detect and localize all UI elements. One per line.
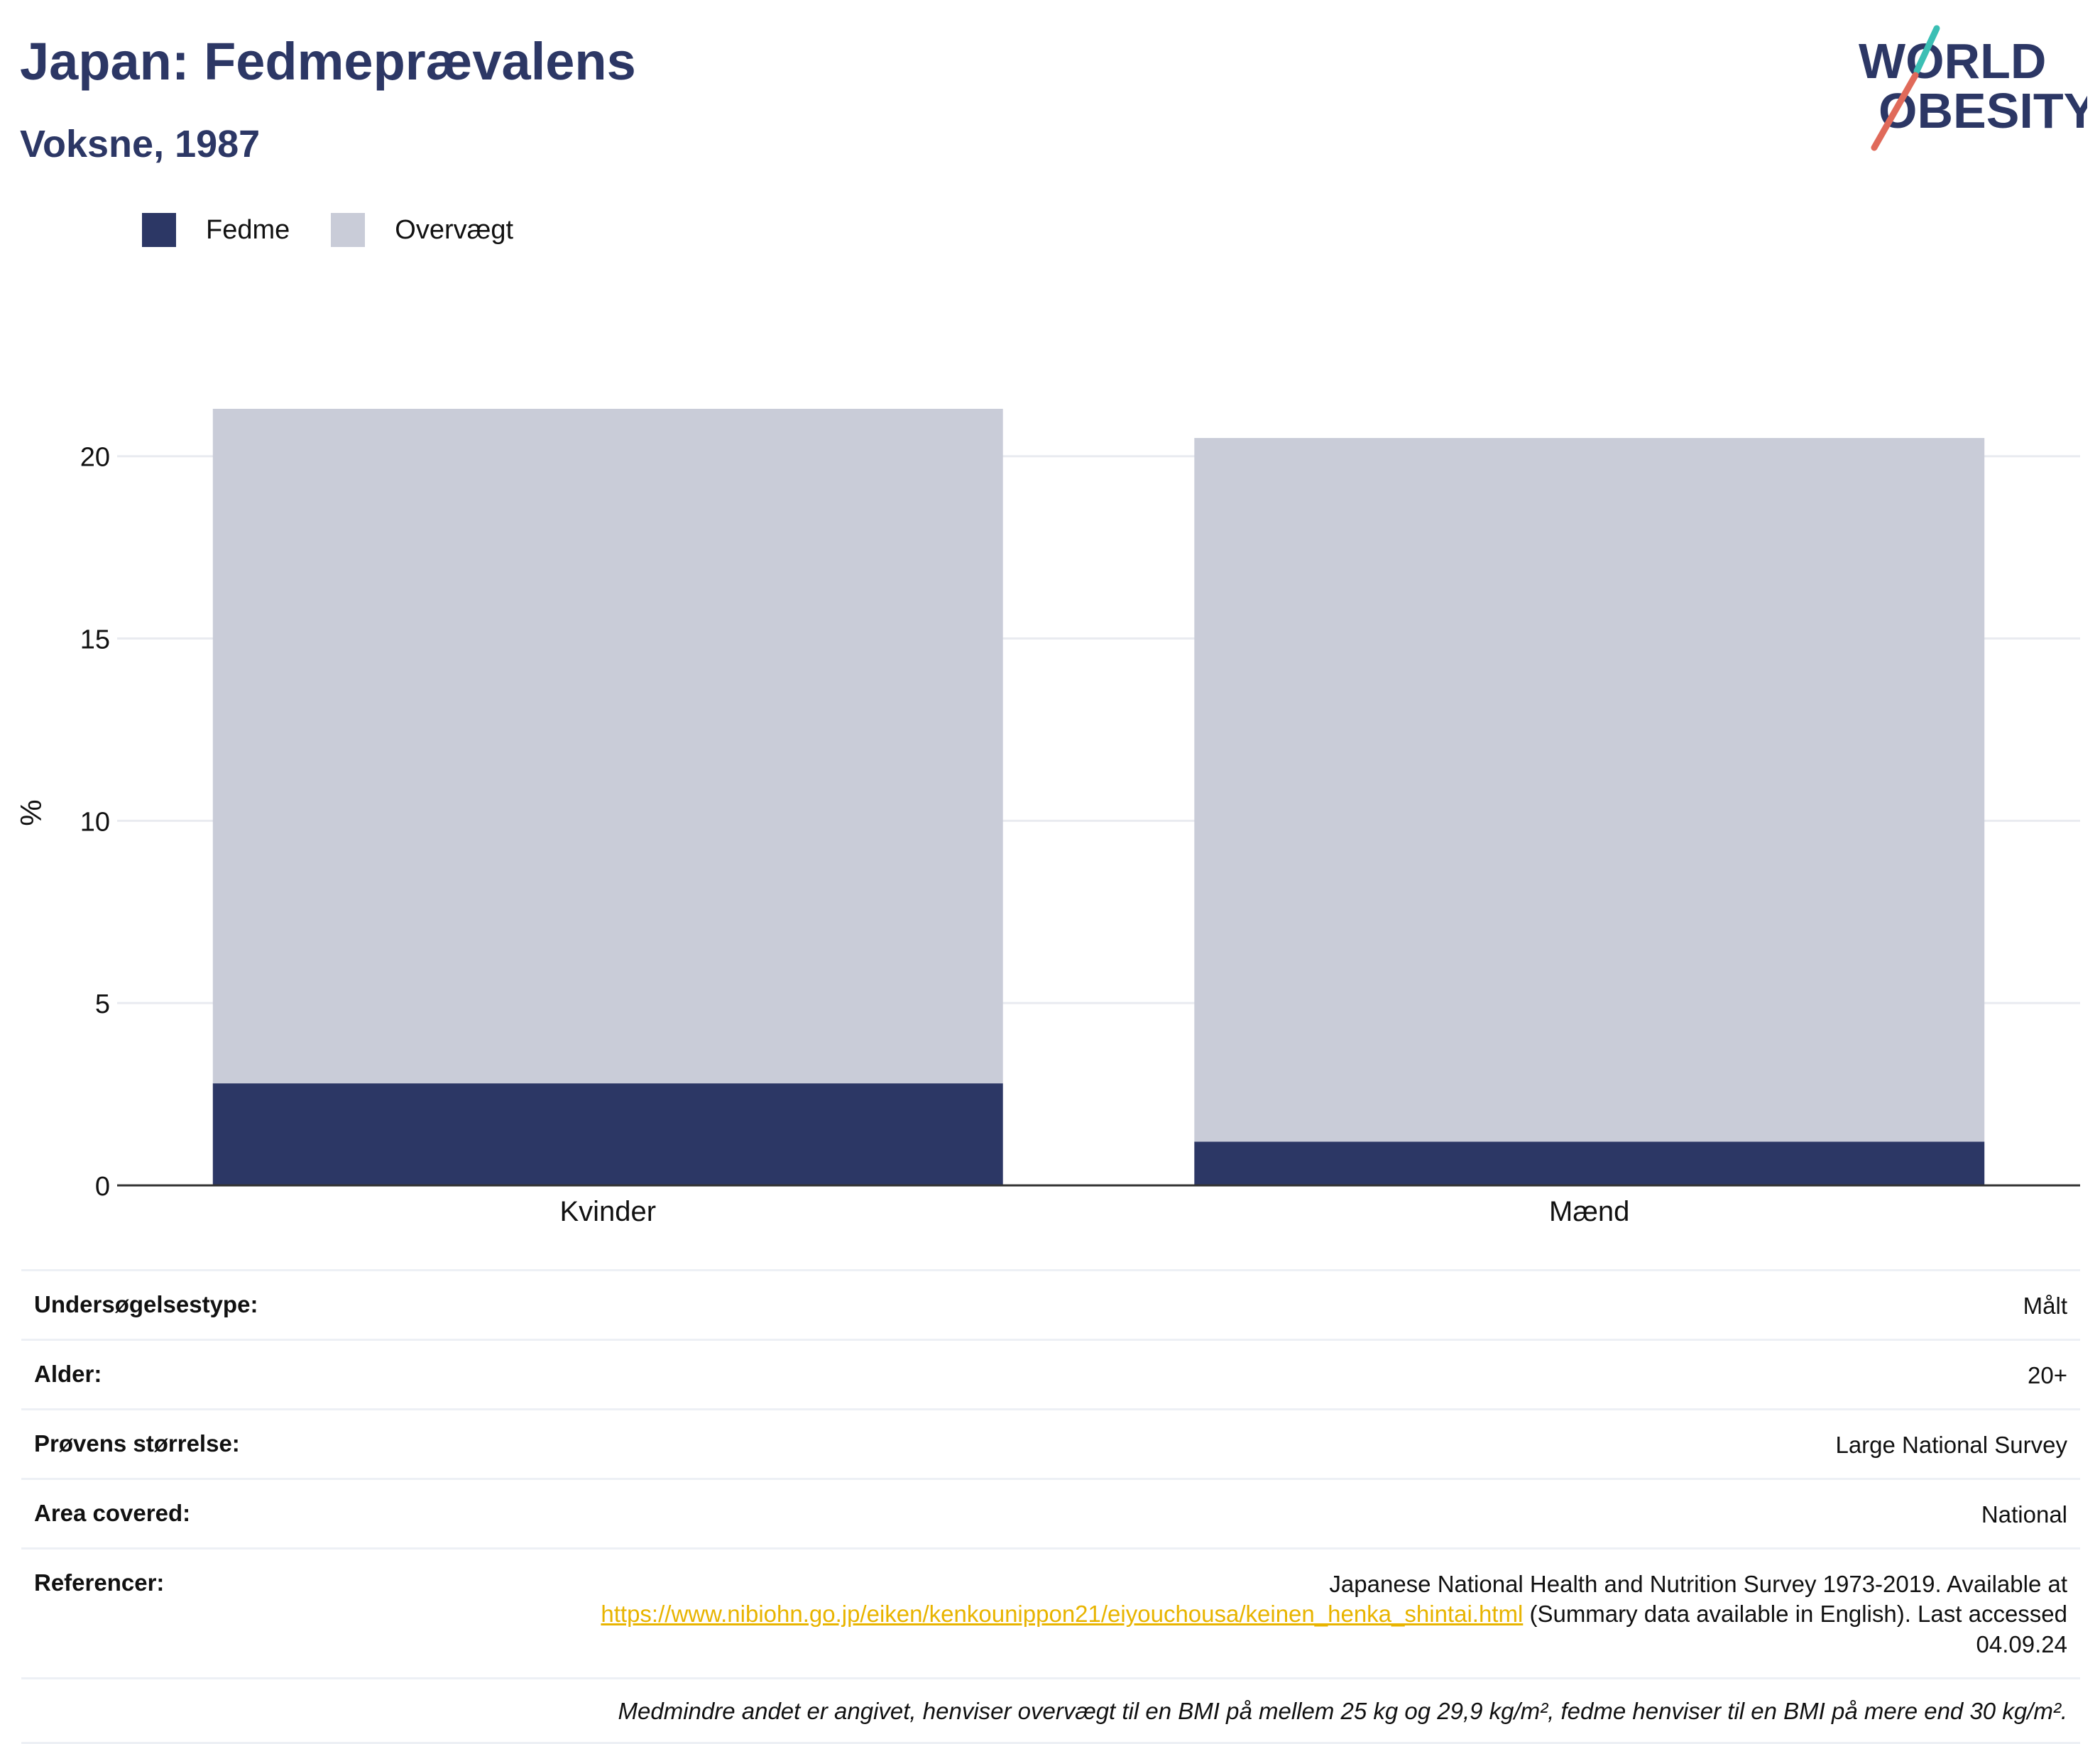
legend-swatch-fedme xyxy=(142,213,176,247)
x-tick-label: Mænd xyxy=(1549,1196,1629,1227)
meta-row-age: Alder: 20+ xyxy=(21,1338,2080,1408)
y-tick-label: 15 xyxy=(80,625,110,655)
logo-line1: WORLD xyxy=(1859,33,2046,89)
world-obesity-logo: WORLD OBESITY xyxy=(1859,25,2087,151)
meta-key: Alder: xyxy=(34,1360,102,1387)
meta-key: Referencer: xyxy=(34,1569,165,1596)
legend-swatch-overvaegt xyxy=(331,213,366,247)
meta-value: National xyxy=(1981,1501,2067,1528)
chart-subtitle: Voksne, 1987 xyxy=(20,123,261,165)
y-tick-label: 0 xyxy=(95,1172,110,1202)
y-tick-label: 20 xyxy=(80,443,110,473)
references-link[interactable]: https://www.nibiohn.go.jp/eiken/kenkouni… xyxy=(601,1601,1524,1628)
y-tick-label: 5 xyxy=(95,989,110,1019)
legend-label-fedme: Fedme xyxy=(206,214,290,245)
y-axis-label: % xyxy=(14,799,48,826)
meta-row-area: Area covered: National xyxy=(21,1477,2080,1547)
meta-row-sample-size: Prøvens størrelse: Large National Survey xyxy=(21,1408,2080,1478)
meta-value: Large National Survey xyxy=(1835,1431,2067,1458)
meta-row-survey-type: Undersøgelsestype: Målt xyxy=(21,1269,2080,1339)
logo-line2: OBESITY xyxy=(1878,83,2087,138)
chart-title: Japan: Fedmeprævalens xyxy=(20,32,636,91)
bar-chart: 0 5 10 15 20% Kvinder Mænd xyxy=(14,408,2080,1227)
meta-key: Prøvens størrelse: xyxy=(34,1430,240,1457)
meta-row-references: Referencer: Japanese National Health and… xyxy=(21,1547,2080,1678)
meta-value: 20+ xyxy=(2028,1361,2067,1388)
meta-key: Area covered: xyxy=(34,1499,191,1526)
legend: Fedme Overvægt xyxy=(142,212,554,248)
bar-overvægt-kvinder xyxy=(212,408,1003,1084)
y-tick-label: 10 xyxy=(80,807,110,837)
meta-value: Målt xyxy=(2023,1293,2067,1319)
metadata-table: Undersøgelsestype: Målt Alder: 20+ Prøve… xyxy=(21,1269,2080,1744)
bar-overvægt-mænd xyxy=(1194,438,1985,1142)
legend-label-overvaegt: Overvægt xyxy=(395,214,514,245)
meta-key: Undersøgelsestype: xyxy=(34,1291,258,1317)
references-value: Japanese National Health and Nutrition S… xyxy=(576,1569,2067,1661)
bar-fedme-kvinder xyxy=(212,1083,1003,1185)
bar-fedme-mænd xyxy=(1194,1141,1985,1185)
x-tick-label: Kvinder xyxy=(559,1196,656,1227)
references-text-after: (Summary data available in English). Las… xyxy=(1523,1601,2067,1658)
definition-note: Medmindre andet er angivet, henviser ove… xyxy=(21,1677,2080,1744)
references-text: Japanese National Health and Nutrition S… xyxy=(1329,1570,2067,1597)
